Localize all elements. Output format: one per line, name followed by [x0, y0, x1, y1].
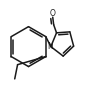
Text: O: O [50, 9, 56, 18]
Text: N: N [47, 42, 53, 51]
